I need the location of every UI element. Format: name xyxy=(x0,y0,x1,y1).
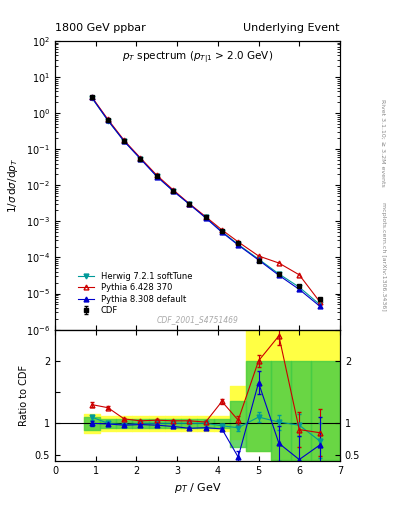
Pythia 6.428 370 xyxy=(106,116,110,122)
Herwig 7.2.1 softTune xyxy=(154,173,159,179)
X-axis label: $p_T$ / GeV: $p_T$ / GeV xyxy=(173,481,222,495)
Text: 1800 GeV ppbar: 1800 GeV ppbar xyxy=(55,23,146,33)
Line: Herwig 7.2.1 softTune: Herwig 7.2.1 softTune xyxy=(89,95,322,307)
Pythia 6.428 370 xyxy=(122,137,127,143)
Line: Pythia 8.308 default: Pythia 8.308 default xyxy=(89,95,322,308)
Y-axis label: Ratio to CDF: Ratio to CDF xyxy=(19,365,29,426)
Pythia 8.308 default xyxy=(220,229,224,236)
Pythia 6.428 370 xyxy=(277,260,281,266)
Text: CDF_2001_S4751469: CDF_2001_S4751469 xyxy=(156,315,239,324)
Herwig 7.2.1 softTune xyxy=(89,95,94,101)
Herwig 7.2.1 softTune xyxy=(277,271,281,277)
Pythia 8.308 default xyxy=(317,303,322,309)
Herwig 7.2.1 softTune xyxy=(220,228,224,234)
Pythia 6.428 370 xyxy=(171,187,175,193)
Pythia 8.308 default xyxy=(203,215,208,221)
Pythia 8.308 default xyxy=(171,188,175,194)
Pythia 8.308 default xyxy=(236,242,241,248)
Herwig 7.2.1 softTune xyxy=(256,256,261,262)
Pythia 8.308 default xyxy=(277,272,281,279)
Herwig 7.2.1 softTune xyxy=(138,156,143,162)
Herwig 7.2.1 softTune xyxy=(187,201,192,207)
Pythia 8.308 default xyxy=(138,156,143,162)
Pythia 6.428 370 xyxy=(220,227,224,233)
Pythia 6.428 370 xyxy=(138,155,143,161)
Herwig 7.2.1 softTune xyxy=(106,118,110,124)
Text: mcplots.cern.ch [arXiv:1306.3436]: mcplots.cern.ch [arXiv:1306.3436] xyxy=(381,202,386,310)
Herwig 7.2.1 softTune xyxy=(236,241,241,247)
Pythia 6.428 370 xyxy=(154,172,159,178)
Pythia 6.428 370 xyxy=(187,201,192,207)
Pythia 8.308 default xyxy=(154,174,159,180)
Herwig 7.2.1 softTune xyxy=(297,284,301,290)
Pythia 8.308 default xyxy=(122,138,127,144)
Herwig 7.2.1 softTune xyxy=(317,301,322,307)
Pythia 6.428 370 xyxy=(236,239,241,245)
Text: Underlying Event: Underlying Event xyxy=(243,23,340,33)
Pythia 6.428 370 xyxy=(297,272,301,278)
Legend: Herwig 7.2.1 softTune, Pythia 6.428 370, Pythia 8.308 default, CDF: Herwig 7.2.1 softTune, Pythia 6.428 370,… xyxy=(73,268,196,319)
Line: Pythia 6.428 370: Pythia 6.428 370 xyxy=(89,94,322,304)
Pythia 6.428 370 xyxy=(89,94,94,100)
Y-axis label: $1/\sigma\,\mathrm{d}\sigma/\mathrm{d}p_T$: $1/\sigma\,\mathrm{d}\sigma/\mathrm{d}p_… xyxy=(6,158,20,213)
Pythia 8.308 default xyxy=(187,201,192,207)
Pythia 8.308 default xyxy=(297,286,301,292)
Pythia 6.428 370 xyxy=(317,298,322,305)
Pythia 8.308 default xyxy=(256,257,261,263)
Herwig 7.2.1 softTune xyxy=(203,214,208,220)
Herwig 7.2.1 softTune xyxy=(171,188,175,194)
Pythia 6.428 370 xyxy=(203,214,208,220)
Pythia 8.308 default xyxy=(89,94,94,100)
Pythia 8.308 default xyxy=(106,117,110,123)
Text: $p_T$ spectrum ($p_{T|1}$ > 2.0 GeV): $p_T$ spectrum ($p_{T|1}$ > 2.0 GeV) xyxy=(122,50,273,66)
Text: Rivet 3.1.10; ≥ 3.2M events: Rivet 3.1.10; ≥ 3.2M events xyxy=(381,99,386,187)
Pythia 6.428 370 xyxy=(256,253,261,259)
Herwig 7.2.1 softTune xyxy=(122,138,127,144)
